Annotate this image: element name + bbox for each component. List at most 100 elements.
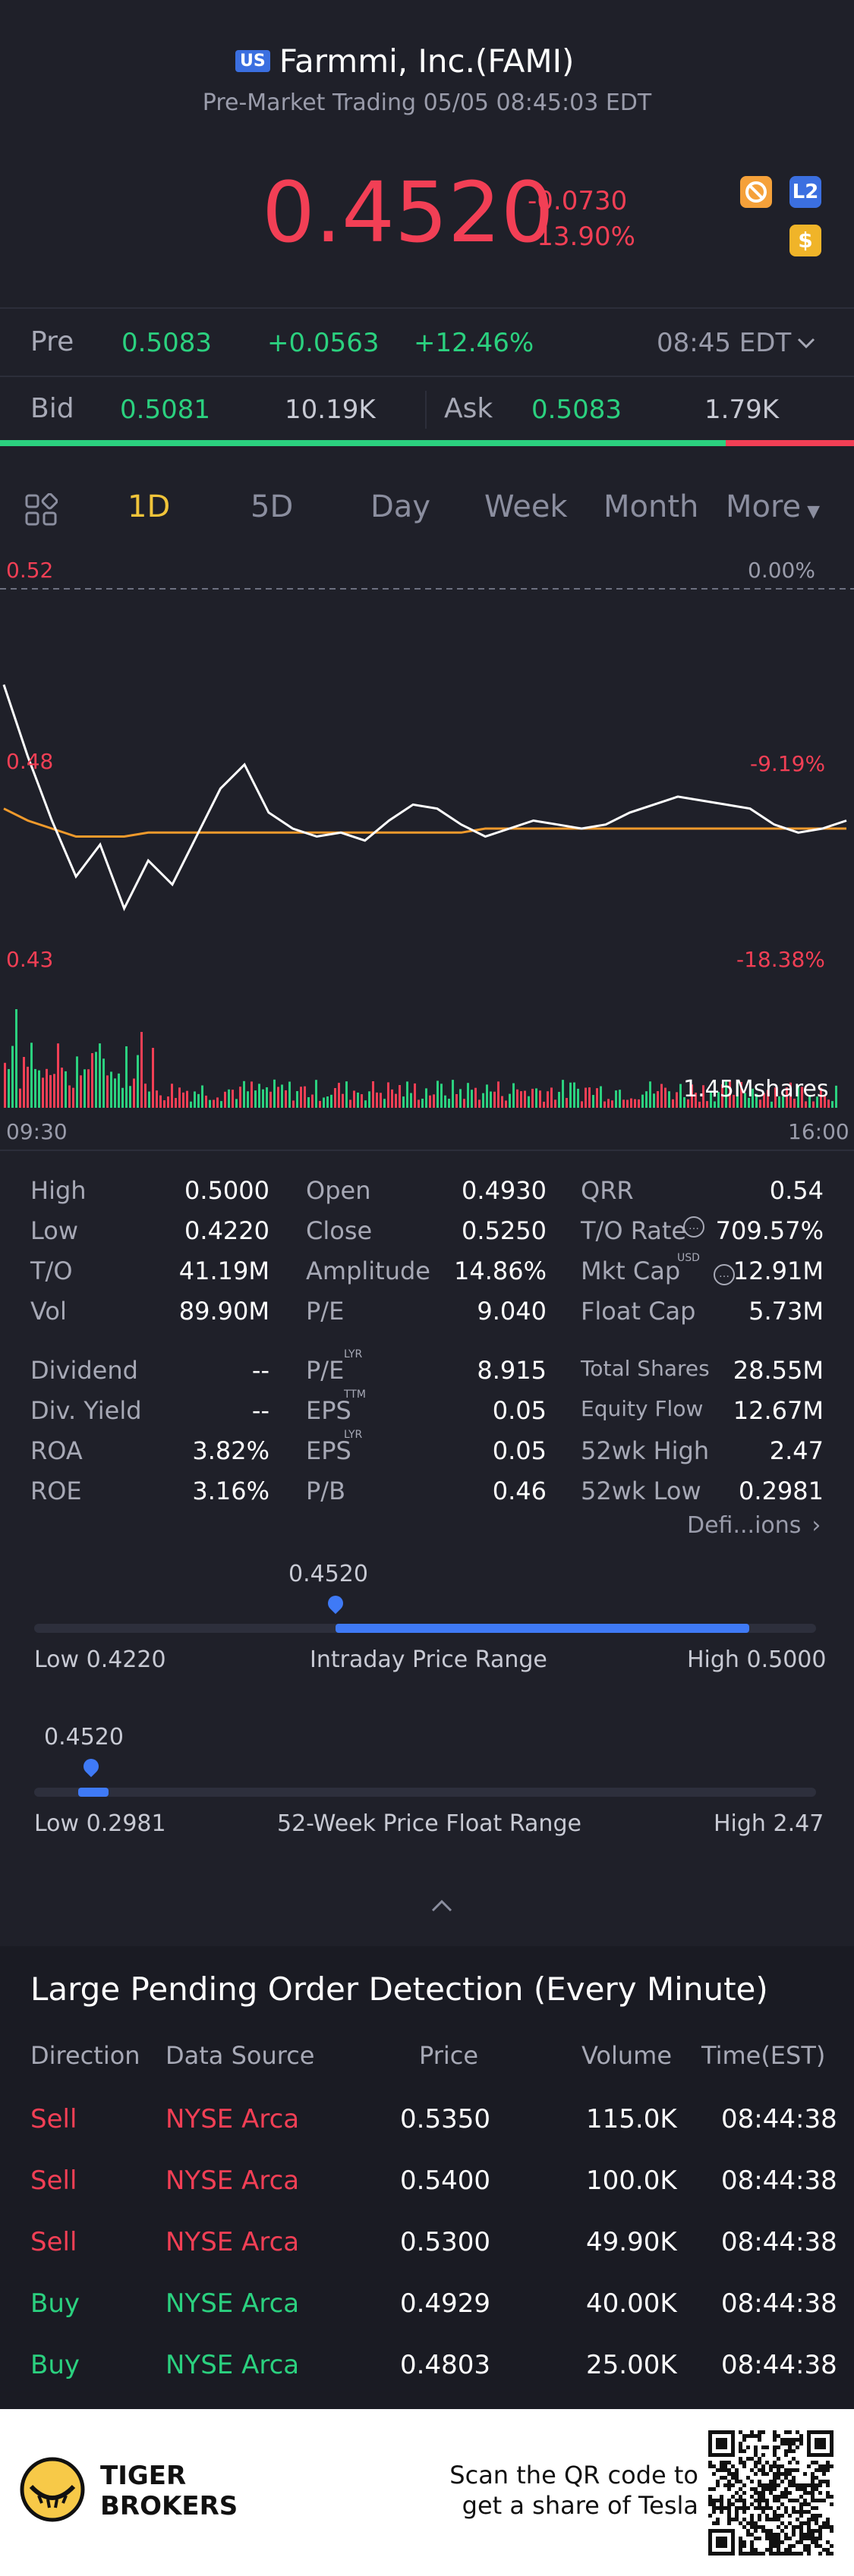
qr-module (796, 2540, 799, 2544)
large-order-panel (0, 1946, 854, 2409)
qr-module (723, 2483, 727, 2487)
qr-module (750, 2480, 754, 2483)
qr-code[interactable] (708, 2430, 834, 2556)
volume-bar (786, 1087, 788, 1108)
qr-module (765, 2499, 769, 2502)
qr-module (735, 2480, 739, 2483)
volume-bar (342, 1093, 344, 1108)
volume-bar (368, 1091, 370, 1108)
volume-bar (228, 1089, 230, 1108)
volume-bar (509, 1093, 511, 1108)
orders-header-direction: Direction (30, 2041, 140, 2070)
info-icon[interactable]: … (683, 1216, 704, 1238)
qr-module (773, 2453, 777, 2457)
qr-module (716, 2537, 727, 2548)
qr-module (830, 2464, 834, 2468)
qr-module (720, 2468, 723, 2472)
tab-5d[interactable]: 5D (251, 489, 294, 524)
qr-module (818, 2552, 822, 2556)
level2-badge[interactable]: L2 (789, 176, 821, 208)
qr-module (754, 2472, 758, 2476)
definitions-link[interactable]: Defi...ions › (687, 1512, 821, 1539)
tab-week[interactable]: Week (484, 489, 568, 524)
volume-bar (197, 1093, 200, 1108)
volume-bar (281, 1084, 283, 1108)
qr-module (720, 2499, 723, 2502)
qr-module (773, 2533, 777, 2537)
volume-bar (687, 1099, 689, 1108)
tab-1d[interactable]: 1D (128, 489, 171, 524)
qr-module (815, 2544, 818, 2548)
divider (0, 1150, 854, 1151)
qr-module (773, 2510, 777, 2514)
tab-more[interactable]: More ▼ (726, 489, 820, 524)
intraday-title: Intraday Price Range (310, 1647, 547, 1673)
volume-bar (323, 1097, 325, 1108)
no-trade-icon[interactable] (740, 176, 772, 208)
qr-module (777, 2552, 780, 2556)
qr-module (792, 2529, 796, 2533)
volume-bar (611, 1100, 613, 1108)
intraday-chart[interactable] (0, 554, 854, 1146)
qr-module (773, 2445, 777, 2449)
qr-module (777, 2537, 780, 2540)
qr-module (822, 2464, 826, 2468)
qr-module (815, 2529, 818, 2533)
qr-module (773, 2537, 777, 2540)
qr-module (826, 2552, 830, 2556)
volume-bar (361, 1094, 363, 1108)
qr-module (754, 2487, 758, 2491)
qr-module (788, 2491, 792, 2495)
volume-bar (744, 1093, 746, 1108)
qr-module (799, 2438, 803, 2442)
cta-line-1: Scan the QR code to (449, 2461, 698, 2490)
volume-bar (349, 1099, 351, 1108)
pct-tick-bottom: -18.38% (736, 947, 825, 972)
qr-module (742, 2499, 746, 2502)
order-dir: Sell (30, 2104, 77, 2134)
tab-day[interactable]: Day (370, 489, 430, 524)
qr-module (799, 2537, 803, 2540)
qr-module (723, 2476, 727, 2480)
chart-type-grid-icon[interactable] (24, 493, 58, 527)
volume-bar (292, 1100, 295, 1108)
dollar-badge[interactable]: $ (789, 225, 821, 256)
volume-bar (152, 1047, 154, 1108)
qr-module (773, 2461, 777, 2464)
stat-label: Dividend (30, 1356, 138, 1385)
volume-bar (201, 1085, 203, 1108)
qr-module (796, 2510, 799, 2514)
volume-bar (797, 1084, 799, 1108)
qr-module (792, 2442, 796, 2445)
qr-module (727, 2502, 731, 2506)
qr-module (818, 2529, 822, 2533)
order-time: 08:44:38 (721, 2166, 837, 2196)
qr-module (784, 2533, 788, 2537)
volume-bar (459, 1089, 462, 1108)
volume-bar (596, 1088, 598, 1108)
qr-module (773, 2499, 777, 2502)
volume-bar (216, 1097, 219, 1108)
qr-module (784, 2552, 788, 2556)
average-price-line (3, 807, 846, 838)
qr-module (792, 2476, 796, 2480)
volume-bar (471, 1090, 473, 1108)
qr-module (792, 2510, 796, 2514)
collapse-chevron-up-icon[interactable] (427, 1897, 457, 1915)
x-tick-end: 16:00 (788, 1119, 849, 1144)
qr-module (799, 2552, 803, 2556)
volume-bar (603, 1101, 606, 1108)
qr-module (803, 2502, 807, 2506)
volume-bar (258, 1084, 260, 1108)
qr-module (777, 2518, 780, 2521)
volume-bar (338, 1083, 340, 1108)
qr-module (769, 2464, 773, 2468)
info-icon[interactable]: … (714, 1264, 735, 1285)
chevron-down-icon[interactable] (794, 331, 818, 355)
volume-bar (770, 1101, 773, 1108)
tab-month[interactable]: Month (603, 489, 699, 524)
qr-module (796, 2468, 799, 2472)
qr-module (799, 2442, 803, 2445)
volume-bar (235, 1099, 238, 1108)
qr-module (773, 2449, 777, 2453)
